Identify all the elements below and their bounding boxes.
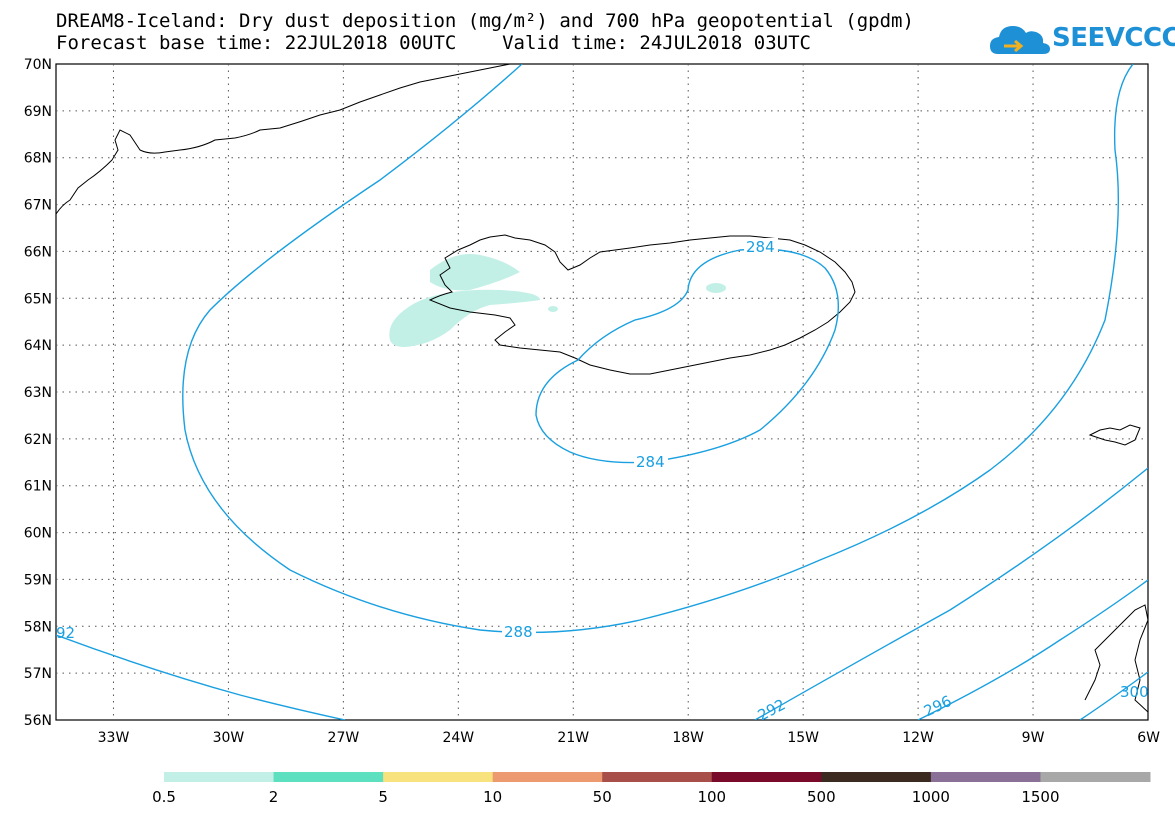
colorbar-swatch-5 — [711, 772, 822, 782]
colorbar-swatch-3 — [492, 772, 603, 782]
logo-text: SEEVCCC — [1052, 23, 1175, 53]
colorbar: 0.5 2 5 10 50 100 500 1000 1500 — [152, 772, 1151, 806]
lon-label-30W: 30W — [213, 730, 245, 746]
colorbar-label-8: 1500 — [1021, 788, 1059, 806]
lat-label-61N: 61N — [24, 479, 52, 495]
coastlines — [56, 64, 1148, 713]
contour-label-284-south: 284 — [636, 453, 665, 471]
colorbar-label-3: 10 — [483, 788, 502, 806]
lon-label-33W: 33W — [98, 730, 130, 746]
contour-label-300: 300 — [1120, 683, 1149, 701]
lat-label-64N: 64N — [24, 338, 52, 354]
dust-patch-east — [706, 283, 726, 293]
contour-296 — [917, 579, 1148, 720]
contour-300 — [1079, 671, 1148, 720]
lat-label-63N: 63N — [24, 385, 52, 401]
seevccc-logo: SEEVCCC — [990, 20, 1175, 60]
colorbar-label-1: 2 — [269, 788, 279, 806]
colorbar-label-2: 5 — [378, 788, 388, 806]
faroe-coast — [1088, 424, 1141, 446]
lat-label-56N: 56N — [24, 713, 52, 729]
colorbar-swatch-0 — [164, 772, 275, 782]
forecast-time-subtitle: Forecast base time: 22JUL2018 00UTC Vali… — [56, 32, 811, 54]
lon-label-6W: 6W — [1137, 730, 1160, 746]
lon-label-15W: 15W — [787, 730, 819, 746]
dust-patch-west — [389, 289, 540, 347]
lat-label-58N: 58N — [24, 619, 52, 635]
dust-deposition-areas — [389, 254, 726, 347]
contour-label-284-north: 284 — [746, 238, 775, 256]
lat-label-66N: 66N — [24, 244, 52, 260]
dust-patch-small — [548, 306, 558, 312]
colorbar-swatch-8 — [1040, 772, 1151, 782]
colorbar-label-4: 50 — [593, 788, 612, 806]
lat-label-69N: 69N — [24, 104, 52, 120]
lat-label-67N: 67N — [24, 198, 52, 214]
lat-label-70N: 70N — [24, 57, 52, 73]
contour-292-left — [56, 634, 346, 720]
lon-label-21W: 21W — [557, 730, 589, 746]
map-title: DREAM8-Iceland: Dry dust deposition (mg/… — [56, 10, 914, 32]
gridlines — [56, 64, 1148, 720]
lat-label-60N: 60N — [24, 526, 52, 542]
cloud-icon — [990, 26, 1050, 54]
lon-label-12W: 12W — [902, 730, 934, 746]
lon-label-27W: 27W — [328, 730, 360, 746]
longitude-labels: 33W 30W 27W 24W 21W 18W 15W 12W 9W 6W — [98, 730, 1161, 746]
dust-patch-westfjords — [430, 254, 520, 291]
colorbar-label-6: 500 — [807, 788, 836, 806]
lon-label-9W: 9W — [1022, 730, 1045, 746]
iceland-coast — [428, 234, 856, 375]
lon-label-18W: 18W — [672, 730, 704, 746]
lat-label-57N: 57N — [24, 666, 52, 682]
latitude-labels: 70N 69N 68N 67N 66N 65N 64N 63N 62N 61N 60N 59N 58N 5… — [24, 57, 52, 729]
colorbar-swatch-2 — [383, 772, 494, 782]
lat-label-68N: 68N — [24, 151, 52, 167]
greenland-coast — [56, 64, 511, 215]
colorbar-label-0: 0.5 — [152, 788, 176, 806]
lat-label-62N: 62N — [24, 432, 52, 448]
lon-label-24W: 24W — [442, 730, 474, 746]
lat-label-65N: 65N — [24, 291, 52, 307]
colorbar-label-5: 100 — [697, 788, 726, 806]
colorbar-swatch-1 — [273, 772, 384, 782]
contour-label-292-west: 92 — [56, 624, 75, 642]
scotland-coast — [1084, 604, 1148, 713]
colorbar-swatch-6 — [821, 772, 932, 782]
contour-292-right — [754, 467, 1148, 720]
colorbar-swatch-4 — [602, 772, 713, 782]
colorbar-swatch-7 — [930, 772, 1041, 782]
lat-label-59N: 59N — [24, 572, 52, 588]
colorbar-label-7: 1000 — [912, 788, 950, 806]
contour-284 — [535, 248, 840, 464]
contour-label-288: 288 — [504, 623, 533, 641]
